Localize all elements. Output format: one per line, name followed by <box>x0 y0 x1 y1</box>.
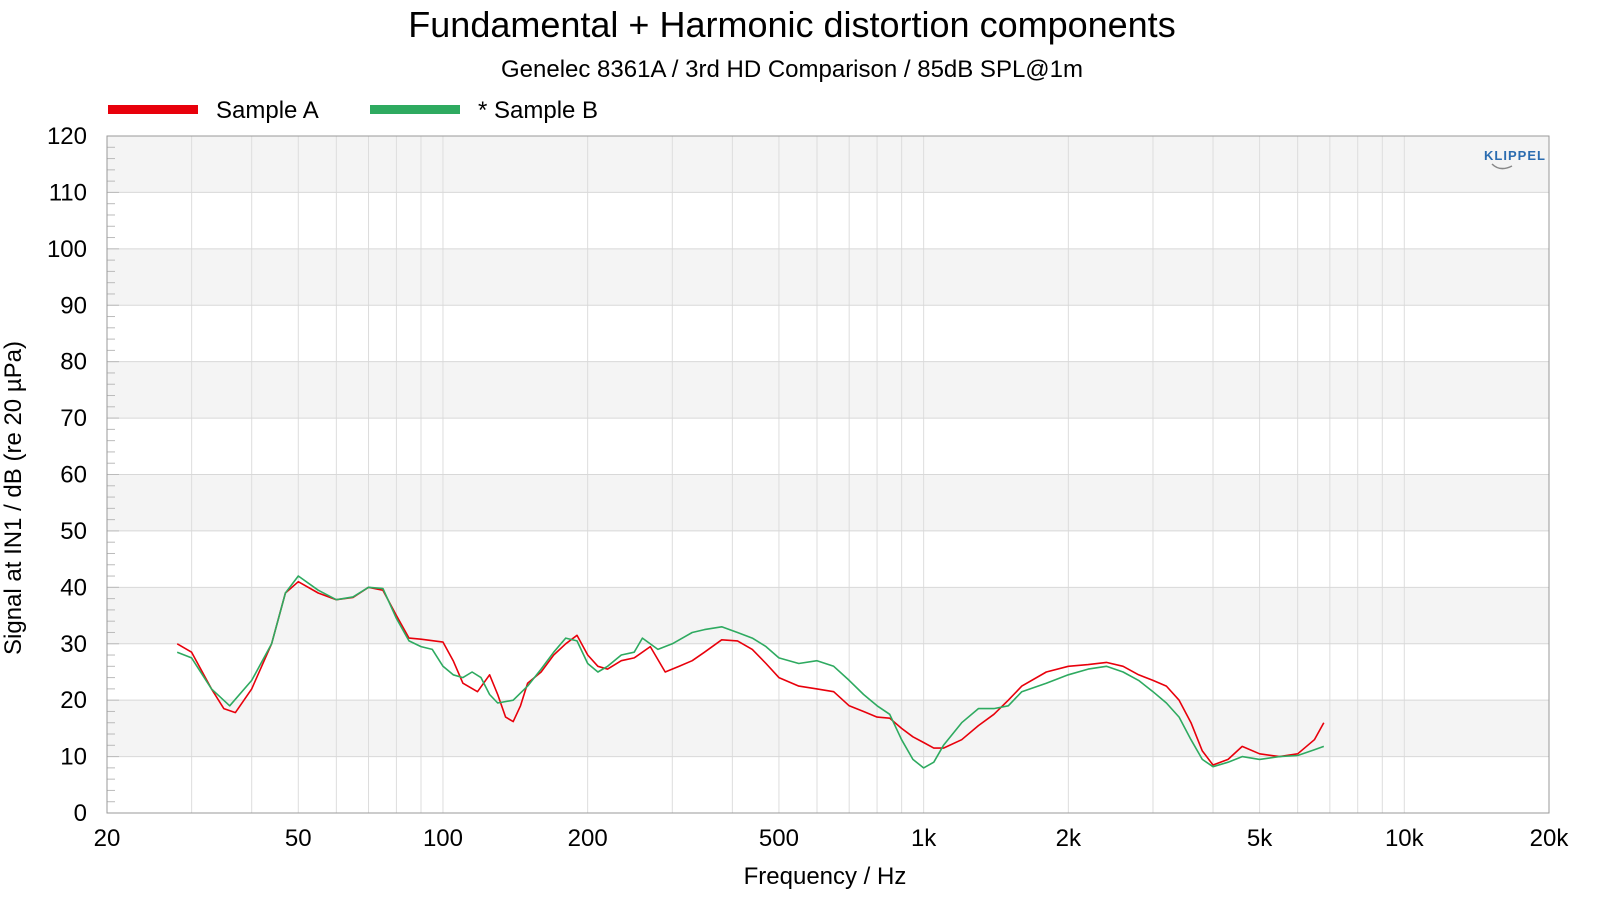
y-tick-label: 60 <box>60 462 87 489</box>
x-tick-label: 200 <box>568 825 608 852</box>
legend-swatch-sample-b <box>370 105 460 114</box>
x-tick-label: 500 <box>759 825 799 852</box>
x-tick-label: 10k <box>1385 825 1425 852</box>
plot-band <box>107 643 1549 701</box>
plot-bands <box>107 136 1549 813</box>
x-tick-label: 5k <box>1247 825 1273 852</box>
plot-band <box>107 700 1549 757</box>
y-tick-label: 30 <box>60 631 87 658</box>
y-tick-label: 90 <box>60 292 87 319</box>
y-tick-label: 20 <box>60 687 87 714</box>
plot-band <box>107 136 1549 193</box>
chart-title: Fundamental + Harmonic distortion compon… <box>408 4 1175 45</box>
plot-band <box>107 361 1549 419</box>
x-axis-label: Frequency / Hz <box>744 863 907 890</box>
y-tick-label: 120 <box>47 123 87 150</box>
plot-band <box>107 756 1549 813</box>
y-tick-label: 100 <box>47 236 87 263</box>
x-tick-label: 50 <box>285 825 312 852</box>
y-axis-label: Signal at IN1 / dB (re 20 µPa) <box>0 341 27 655</box>
klippel-logo-swoosh <box>1491 163 1513 170</box>
plot-band <box>107 474 1549 531</box>
x-tick-labels: 20 50 100 200 500 1k 2k 5k 10k 20k <box>94 825 1570 852</box>
x-tick-label: 1k <box>911 825 937 852</box>
series-line-sample-b <box>176 575 1325 769</box>
y-tick-label: 80 <box>60 349 87 376</box>
x-tick-label: 20k <box>1530 825 1570 852</box>
x-tick-label: 100 <box>423 825 463 852</box>
legend-label-sample-b: * Sample B <box>478 97 598 124</box>
klippel-logo: KLIPPEL <box>1484 148 1546 170</box>
y-tick-label: 70 <box>60 405 87 432</box>
plot-band <box>107 530 1549 588</box>
x-tick-label: 20 <box>94 825 121 852</box>
legend-swatch-sample-a <box>108 105 198 114</box>
y-tick-label: 40 <box>60 574 87 601</box>
y-tick-label: 110 <box>49 179 87 206</box>
x-tick-label: 2k <box>1056 825 1082 852</box>
y-tick-label: 10 <box>60 744 87 771</box>
plot-band <box>107 248 1549 306</box>
plot-band <box>107 418 1549 475</box>
plot-frame <box>106 135 1550 814</box>
plot-band <box>107 587 1549 644</box>
y-tick-labels: 0 10 20 30 40 50 60 70 80 90 100 110 120 <box>47 123 87 827</box>
chart-subtitle: Genelec 8361A / 3rd HD Comparison / 85dB… <box>501 56 1083 83</box>
plot-band <box>107 305 1549 362</box>
klippel-logo-text: KLIPPEL <box>1484 148 1546 163</box>
legend: Sample A * Sample B <box>108 97 598 124</box>
y-tick-label: 0 <box>74 800 87 827</box>
y-tick-label: 50 <box>60 518 87 545</box>
series-lines <box>176 575 1325 769</box>
plot-band <box>107 192 1549 249</box>
legend-label-sample-a: Sample A <box>216 97 319 124</box>
